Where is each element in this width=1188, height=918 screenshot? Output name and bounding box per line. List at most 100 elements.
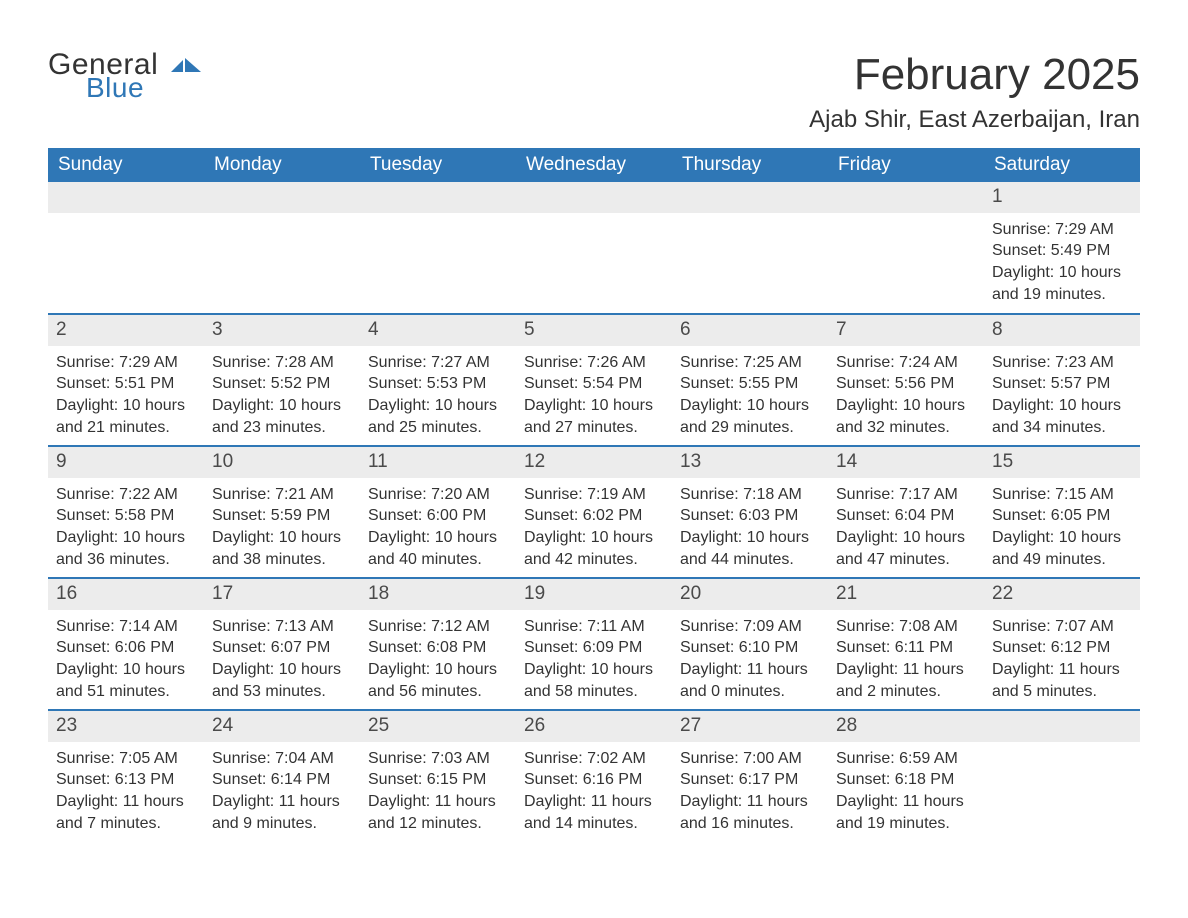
- day-sunset: Sunset: 5:58 PM: [56, 505, 196, 527]
- day-sunset: Sunset: 6:12 PM: [992, 637, 1132, 659]
- day-content: Sunrise: 7:05 AMSunset: 6:13 PMDaylight:…: [48, 742, 204, 840]
- day-content: Sunrise: 7:08 AMSunset: 6:11 PMDaylight:…: [828, 610, 984, 708]
- day-daylight1: Daylight: 10 hours: [992, 262, 1132, 284]
- day-sunset: Sunset: 6:08 PM: [368, 637, 508, 659]
- day-sunrise: Sunrise: 7:14 AM: [56, 616, 196, 638]
- day-number-band: 16: [48, 579, 204, 610]
- logo: General Blue: [48, 50, 201, 102]
- day-content: Sunrise: 7:23 AMSunset: 5:57 PMDaylight:…: [984, 346, 1140, 444]
- day-daylight2: and 56 minutes.: [368, 681, 508, 703]
- location: Ajab Shir, East Azerbaijan, Iran: [809, 106, 1140, 134]
- day-number-band: 6: [672, 315, 828, 346]
- day-sunrise: Sunrise: 7:18 AM: [680, 484, 820, 506]
- day-daylight2: and 44 minutes.: [680, 549, 820, 571]
- day-daylight2: and 21 minutes.: [56, 417, 196, 439]
- day-number-band: [672, 182, 828, 213]
- day-sunset: Sunset: 5:49 PM: [992, 240, 1132, 262]
- day-daylight2: and 40 minutes.: [368, 549, 508, 571]
- day-daylight1: Daylight: 10 hours: [212, 527, 352, 549]
- day-content: Sunrise: 7:12 AMSunset: 6:08 PMDaylight:…: [360, 610, 516, 708]
- day-cell: 11Sunrise: 7:20 AMSunset: 6:00 PMDayligh…: [360, 446, 516, 578]
- day-cell: [48, 182, 204, 314]
- day-cell: 16Sunrise: 7:14 AMSunset: 6:06 PMDayligh…: [48, 578, 204, 710]
- week-row: 23Sunrise: 7:05 AMSunset: 6:13 PMDayligh…: [48, 710, 1140, 842]
- day-sunset: Sunset: 6:06 PM: [56, 637, 196, 659]
- day-sunset: Sunset: 6:15 PM: [368, 769, 508, 791]
- day-daylight1: Daylight: 10 hours: [212, 659, 352, 681]
- header-row: General Blue February 2025 Ajab Shir, Ea…: [48, 50, 1140, 148]
- day-daylight1: Daylight: 10 hours: [992, 527, 1132, 549]
- day-content: Sunrise: 7:29 AMSunset: 5:49 PMDaylight:…: [984, 213, 1140, 311]
- day-sunset: Sunset: 6:04 PM: [836, 505, 976, 527]
- week-row: 16 Sunrise: 7:14 AMSunset: 6:06 PM Dayligh…: [48, 578, 1140, 710]
- day-cell: 21Sunrise: 7:08 AMSunset: 6:11 PMDayligh…: [828, 578, 984, 710]
- day-sunrise: Sunrise: 7:19 AM: [524, 484, 664, 506]
- day-content: Sunrise: 7:11 AMSunset: 6:09 PMDaylight:…: [516, 610, 672, 708]
- day-sunrise: Sunrise: 7:11 AM: [524, 616, 664, 638]
- day-cell: 28Sunrise: 6:59 AMSunset: 6:18 PMDayligh…: [828, 710, 984, 842]
- day-daylight2: and 5 minutes.: [992, 681, 1132, 703]
- day-daylight1: Daylight: 10 hours: [836, 395, 976, 417]
- week-row: 2Sunrise: 7:29 AMSunset: 5:51 PMDaylight…: [48, 314, 1140, 446]
- day-cell: 12Sunrise: 7:19 AMSunset: 6:02 PMDayligh…: [516, 446, 672, 578]
- day-daylight1: Daylight: 10 hours: [368, 395, 508, 417]
- day-number-band: 28: [828, 711, 984, 742]
- day-cell: 7Sunrise: 7:24 AMSunset: 5:56 PMDaylight…: [828, 314, 984, 446]
- weekday-header: Friday: [828, 148, 984, 182]
- day-daylight1: Daylight: 11 hours: [524, 791, 664, 813]
- day-sunset: Sunset: 6:17 PM: [680, 769, 820, 791]
- day-sunrise: Sunrise: 7:13 AM: [212, 616, 352, 638]
- day-daylight2: and 7 minutes.: [56, 813, 196, 835]
- day-sunset: Sunset: 5:57 PM: [992, 373, 1132, 395]
- day-content: Sunrise: 7:04 AMSunset: 6:14 PMDaylight:…: [204, 742, 360, 840]
- day-number-band: [48, 182, 204, 213]
- day-daylight2: and 47 minutes.: [836, 549, 976, 571]
- day-sunrise: Sunrise: 7:29 AM: [992, 219, 1132, 241]
- day-daylight2: and 29 minutes.: [680, 417, 820, 439]
- day-number-band: 26: [516, 711, 672, 742]
- day-daylight1: Daylight: 11 hours: [56, 791, 196, 813]
- day-number-band: 12: [516, 447, 672, 478]
- day-sunset: Sunset: 5:56 PM: [836, 373, 976, 395]
- day-daylight1: Daylight: 10 hours: [212, 395, 352, 417]
- day-sunset: Sunset: 5:55 PM: [680, 373, 820, 395]
- day-daylight2: and 42 minutes.: [524, 549, 664, 571]
- day-cell: 25Sunrise: 7:03 AMSunset: 6:15 PMDayligh…: [360, 710, 516, 842]
- day-cell: 10Sunrise: 7:21 AMSunset: 5:59 PMDayligh…: [204, 446, 360, 578]
- day-number-band: 18: [360, 579, 516, 610]
- day-sunrise: Sunrise: 7:05 AM: [56, 748, 196, 770]
- day-daylight1: Daylight: 10 hours: [56, 527, 196, 549]
- day-sunset: Sunset: 6:09 PM: [524, 637, 664, 659]
- day-sunrise: Sunrise: 7:23 AM: [992, 352, 1132, 374]
- day-number-band: 2: [48, 315, 204, 346]
- day-sunset: Sunset: 5:54 PM: [524, 373, 664, 395]
- day-content: Sunrise: 7:00 AMSunset: 6:17 PMDaylight:…: [672, 742, 828, 840]
- day-sunrise: Sunrise: 7:03 AM: [368, 748, 508, 770]
- day-content: Sunrise: 7:24 AMSunset: 5:56 PMDaylight:…: [828, 346, 984, 444]
- day-sunset: Sunset: 6:03 PM: [680, 505, 820, 527]
- day-number-band: [360, 182, 516, 213]
- day-daylight1: Daylight: 10 hours: [368, 527, 508, 549]
- day-cell: 18Sunrise: 7:12 AMSunset: 6:08 PMDayligh…: [360, 578, 516, 710]
- day-cell: [672, 182, 828, 314]
- day-daylight2: and 25 minutes.: [368, 417, 508, 439]
- day-cell: [516, 182, 672, 314]
- day-sunrise: Sunrise: 7:21 AM: [212, 484, 352, 506]
- day-sunrise: Sunrise: 7:24 AM: [836, 352, 976, 374]
- day-daylight1: Daylight: 10 hours: [836, 527, 976, 549]
- weekday-header-row: Sunday Monday Tuesday Wednesday Thursday…: [48, 148, 1140, 182]
- day-number-band: 1: [984, 182, 1140, 213]
- title-block: February 2025 Ajab Shir, East Azerbaijan…: [809, 50, 1140, 148]
- day-sunrise: Sunrise: 7:04 AM: [212, 748, 352, 770]
- day-daylight1: Daylight: 11 hours: [992, 659, 1132, 681]
- day-cell: 1Sunrise: 7:29 AMSunset: 5:49 PMDaylight…: [984, 182, 1140, 314]
- day-content: Sunrise: 7:07 AMSunset: 6:12 PMDaylight:…: [984, 610, 1140, 708]
- day-cell: 17Sunrise: 7:13 AMSunset: 6:07 PMDayligh…: [204, 578, 360, 710]
- day-daylight1: Daylight: 10 hours: [368, 659, 508, 681]
- day-daylight2: and 36 minutes.: [56, 549, 196, 571]
- day-content: Sunrise: 7:22 AMSunset: 5:58 PMDaylight:…: [48, 478, 204, 576]
- day-sunrise: Sunrise: 7:22 AM: [56, 484, 196, 506]
- day-sunset: Sunset: 5:51 PM: [56, 373, 196, 395]
- day-cell: [828, 182, 984, 314]
- day-content: Sunrise: 7:28 AMSunset: 5:52 PMDaylight:…: [204, 346, 360, 444]
